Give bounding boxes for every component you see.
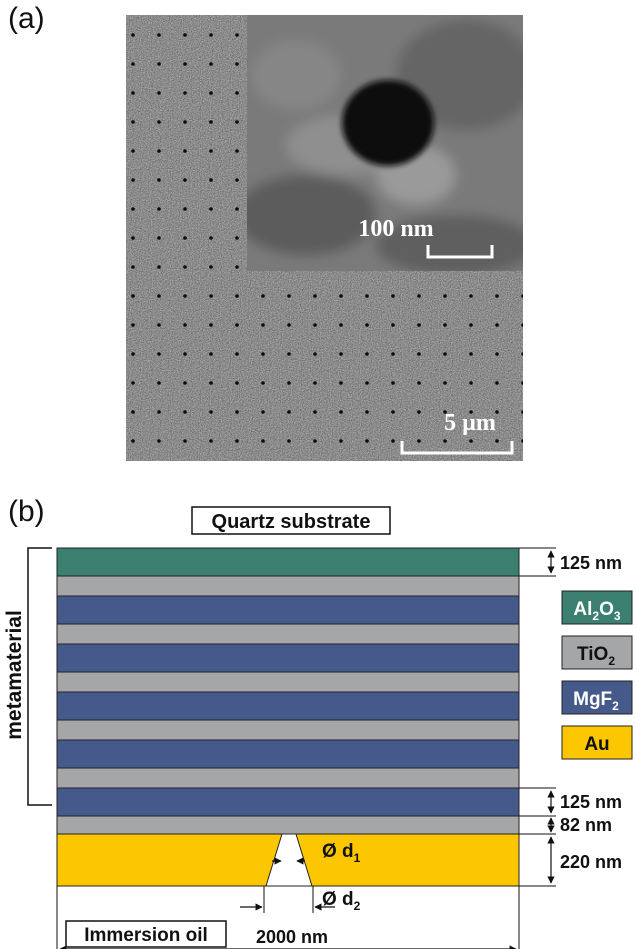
- sem-micrograph: 100 nm 5 µm: [126, 15, 523, 461]
- legend-al2o3-label: Al2O3: [573, 599, 620, 623]
- metamaterial-bracket: [27, 547, 52, 806]
- legend-al2o3-swatch: [561, 590, 633, 625]
- panel-a-label: (a): [8, 2, 45, 35]
- immersion-label: Immersion oil: [84, 925, 208, 946]
- aperture-d2-label: Ø d2: [322, 889, 361, 913]
- aperture: [265, 833, 313, 887]
- main-scale-bar: [400, 441, 514, 455]
- inset-scale-bar: [426, 245, 494, 259]
- dim-mgf2-label: 125 nm: [560, 792, 622, 812]
- legend-au-swatch: [561, 725, 633, 760]
- layer-tio2: [56, 767, 520, 789]
- legend-au-label: Au: [584, 734, 609, 755]
- layer-mgf2: [56, 787, 520, 817]
- legend-tio2-label: TiO2: [577, 644, 615, 668]
- aperture-d1-label: Ø d1: [322, 841, 361, 865]
- legend: Al2O3 TiO2 MgF2 Au: [561, 590, 633, 760]
- quartz-label-box: [191, 506, 391, 535]
- layer-tio2: [56, 671, 520, 693]
- layer-mgf2: [56, 691, 520, 721]
- dim-au-label: 220 nm: [560, 852, 622, 872]
- quartz-label: Quartz substrate: [212, 511, 371, 533]
- legend-mgf2-swatch: [561, 680, 633, 715]
- layer-stack: [56, 547, 520, 887]
- main-scale-label: 5 µm: [444, 410, 496, 436]
- metamaterial-diagram: Quartz substrate Ø d1 Ø d2 metamaterial …: [3, 506, 633, 949]
- panel-b-label: (b): [8, 495, 45, 528]
- legend-mgf2-label: MgF2: [573, 689, 619, 713]
- layer-mgf2: [56, 739, 520, 769]
- dim-width-label: 2000 nm: [256, 927, 328, 947]
- layer-mgf2: [56, 595, 520, 625]
- layer-tio2: [56, 623, 520, 645]
- layer-tio2: [56, 719, 520, 741]
- sem-inset: [247, 15, 523, 271]
- legend-tio2-swatch: [561, 635, 633, 670]
- dim-tio2-label: 82 nm: [560, 815, 612, 835]
- metamaterial-label: metamaterial: [3, 610, 26, 740]
- inset-scale-label: 100 nm: [358, 216, 433, 242]
- layer-tio2: [56, 575, 520, 597]
- layer-mgf2: [56, 643, 520, 673]
- dim-top-label: 125 nm: [560, 553, 622, 573]
- immersion-label-box: [65, 920, 227, 948]
- layer-tio2: [56, 815, 520, 835]
- layer-al2o3: [56, 547, 520, 577]
